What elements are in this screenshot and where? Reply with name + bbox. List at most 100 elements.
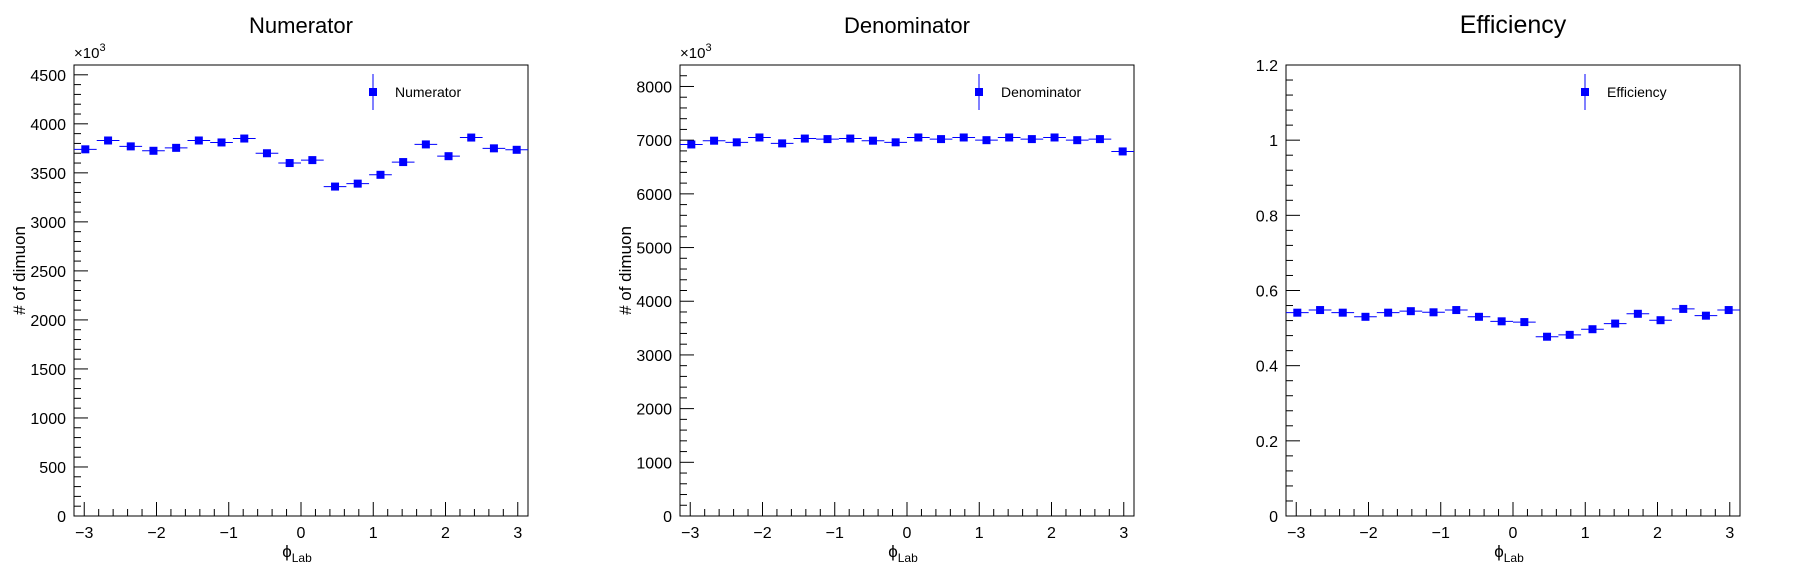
- y-tick-label: 0: [663, 509, 672, 526]
- chart-panel-3: Efficiency 0 0.2 0.4 0.6 0.8 1 1.2 −3 −2 −1 0 1 2 3 ϕLa…: [1256, 11, 1741, 565]
- y-multiplier-exponent: 3: [99, 42, 105, 54]
- data-point: [262, 149, 271, 158]
- y-tick-label: 2000: [30, 313, 66, 330]
- y-multiplier-base: ×10: [680, 45, 705, 62]
- data-point: [1095, 135, 1104, 144]
- data-point: [687, 140, 696, 149]
- plot-frame: [1285, 64, 1741, 517]
- x-axis-label-symbol: ϕ: [1494, 542, 1504, 561]
- y-multiplier-base: ×10: [74, 45, 99, 62]
- data-point: [308, 156, 317, 165]
- data-point: [331, 182, 340, 191]
- data-point: [421, 140, 430, 149]
- plot-frame: [679, 64, 1135, 517]
- data-point: [1452, 306, 1461, 315]
- y-tick-label: 3000: [636, 348, 672, 365]
- chart-title: Numerator: [249, 13, 353, 38]
- x-tick-label: −3: [75, 525, 93, 542]
- data-point: [800, 134, 809, 143]
- x-tick-label: −3: [1287, 525, 1305, 542]
- data-point: [710, 136, 719, 145]
- x-tick-label: 0: [297, 525, 306, 542]
- x-tick-label: −2: [753, 525, 771, 542]
- data-point: [1384, 308, 1393, 317]
- x-axis-label-symbol: ϕ: [282, 542, 292, 561]
- data-point: [1724, 306, 1733, 315]
- data-point: [732, 138, 741, 147]
- data-point: [1497, 317, 1506, 326]
- x-axis-label-symbol: ϕ: [888, 542, 898, 561]
- data-point: [512, 145, 521, 154]
- data-point: [285, 159, 294, 168]
- data-point: [1543, 332, 1552, 341]
- y-axis-label: # of dimuon: [616, 226, 635, 315]
- data-series: [1285, 304, 1741, 341]
- data-point: [1118, 147, 1127, 156]
- data-point: [1679, 304, 1688, 313]
- data-point: [1005, 133, 1014, 142]
- data-point: [1520, 318, 1529, 327]
- legend: Denominator: [975, 74, 1081, 110]
- y-multiplier-label: ×103: [74, 42, 106, 62]
- x-tick-label: −2: [1359, 525, 1377, 542]
- y-multiplier-label: ×103: [680, 42, 712, 62]
- x-tick-label: 1: [369, 525, 378, 542]
- legend: Numerator: [369, 74, 461, 110]
- y-tick-label: 4500: [30, 68, 66, 85]
- data-point: [149, 146, 158, 155]
- legend: Efficiency: [1581, 74, 1667, 110]
- data-point: [444, 152, 453, 161]
- data-series: [679, 133, 1135, 156]
- data-point: [399, 158, 408, 167]
- y-tick-label: 7000: [636, 133, 672, 150]
- data-point: [1611, 319, 1620, 328]
- data-point: [1656, 316, 1665, 325]
- y-tick-label: 1: [1269, 133, 1278, 150]
- y-tick-label: 0.6: [1256, 284, 1278, 301]
- y-tick-label: 1000: [636, 455, 672, 472]
- x-tick-label: −1: [220, 525, 238, 542]
- legend-label: Numerator: [395, 84, 461, 100]
- plot-frame: [73, 64, 529, 517]
- y-tick-label: 500: [39, 460, 66, 477]
- legend-marker: [1581, 88, 1589, 96]
- data-point: [81, 145, 90, 154]
- data-point: [868, 136, 877, 145]
- data-point: [1050, 133, 1059, 142]
- data-point: [376, 170, 385, 179]
- y-tick-label: 3000: [30, 215, 66, 232]
- x-tick-label: −2: [147, 525, 165, 542]
- y-tick-label: 0.4: [1256, 359, 1278, 376]
- legend-marker: [975, 88, 983, 96]
- data-series: [73, 133, 529, 191]
- x-tick-label: −3: [681, 525, 699, 542]
- x-tick-label: 1: [975, 525, 984, 542]
- data-point: [959, 133, 968, 142]
- data-point: [1429, 308, 1438, 317]
- y-tick-label: 8000: [636, 79, 672, 96]
- data-point: [891, 138, 900, 147]
- x-axis-label: ϕLab: [888, 542, 918, 565]
- data-point: [104, 136, 113, 145]
- x-tick-label: 2: [441, 525, 450, 542]
- x-tick-label: −1: [1432, 525, 1450, 542]
- data-point: [778, 139, 787, 148]
- x-tick-label: 0: [903, 525, 912, 542]
- y-tick-label: 1.2: [1256, 58, 1278, 75]
- data-point: [217, 138, 226, 147]
- legend-label: Efficiency: [1607, 84, 1667, 100]
- y-tick-label: 4000: [30, 117, 66, 134]
- data-point: [1027, 135, 1036, 144]
- data-point: [914, 133, 923, 142]
- chart-panel-1: Numerator 0 500 1000 1500 2000 2500 3000 3500 400…: [10, 13, 529, 565]
- y-tick-label: 1500: [30, 362, 66, 379]
- x-tick-label: 2: [1047, 525, 1056, 542]
- data-point: [937, 135, 946, 144]
- data-point: [1316, 306, 1325, 315]
- chart-panel-2: Denominator 0 1000 2000 3000 4000 5000 6000 7000…: [616, 13, 1135, 565]
- x-axis-label-subscript: Lab: [1504, 551, 1524, 565]
- data-point: [1338, 308, 1347, 317]
- data-point: [846, 134, 855, 143]
- x-tick-label: 3: [513, 525, 522, 542]
